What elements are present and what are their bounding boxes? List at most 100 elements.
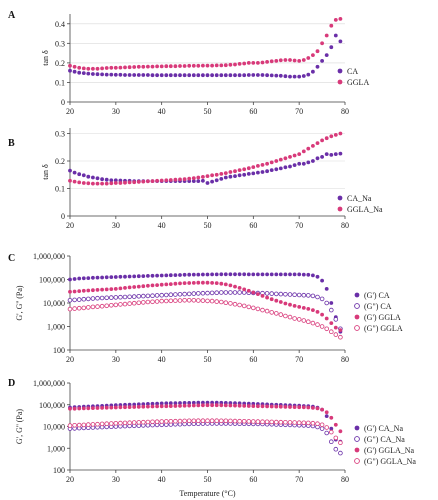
data-point (329, 321, 334, 325)
data-point (288, 155, 292, 159)
data-point (228, 174, 233, 179)
data-point (81, 71, 86, 75)
data-point (256, 61, 260, 65)
legend-label: (G') CA (364, 291, 390, 300)
data-point (310, 320, 316, 326)
data-point (283, 74, 288, 79)
data-point (127, 301, 132, 306)
data-point (237, 418, 242, 424)
data-point (100, 275, 104, 280)
data-point (301, 318, 307, 323)
legend-entry-D-3: (G") GGLA_Na (354, 457, 416, 466)
y-tick-label: 0 (61, 98, 65, 107)
x-tick-label: 80 (341, 475, 349, 484)
data-point (177, 418, 183, 424)
data-point (233, 284, 237, 289)
data-point (68, 178, 72, 183)
legend-entry-C-1: (G") CA (354, 302, 392, 311)
data-point (86, 181, 91, 186)
data-point (305, 319, 311, 325)
data-point (223, 418, 229, 424)
data-point (301, 306, 306, 310)
data-point (260, 419, 265, 425)
data-point (150, 283, 155, 288)
data-point (91, 72, 95, 76)
data-point (81, 422, 87, 428)
data-point (186, 418, 192, 424)
data-point (76, 305, 82, 311)
x-tick-label: 40 (158, 355, 166, 364)
data-point (118, 65, 123, 70)
data-point (315, 322, 320, 327)
data-point (131, 300, 137, 306)
data-point (269, 310, 275, 315)
data-point (274, 167, 279, 172)
data-point (219, 172, 224, 176)
data-point (283, 272, 288, 277)
data-point (333, 33, 338, 38)
data-point (91, 175, 95, 180)
data-point (113, 65, 118, 70)
data-point (164, 273, 169, 278)
data-point (145, 419, 151, 425)
legend-marker (354, 458, 360, 464)
data-point (178, 64, 182, 68)
data-point (182, 418, 187, 424)
data-point (260, 73, 265, 77)
data-point (329, 45, 334, 50)
data-point (136, 300, 142, 306)
legend-marker (337, 206, 343, 212)
data-point (86, 66, 91, 71)
data-point (150, 179, 155, 184)
data-point (196, 298, 201, 303)
data-point (191, 291, 197, 296)
data-point (205, 290, 210, 296)
data-point (333, 332, 339, 337)
x-tick-label: 70 (295, 107, 303, 116)
data-point (136, 402, 141, 407)
data-point (296, 420, 302, 426)
y-tick-label: 10,000 (43, 423, 65, 432)
legend-entry-B-0: CA_Na (337, 194, 372, 203)
data-point (214, 299, 220, 304)
data-point (305, 293, 311, 298)
data-point (237, 290, 242, 295)
data-point (182, 281, 187, 285)
x-tick-label: 60 (249, 475, 257, 484)
data-point (223, 290, 229, 295)
data-point (210, 281, 215, 285)
data-point (320, 407, 324, 412)
data-point (265, 169, 269, 174)
data-point (201, 63, 205, 68)
y-axis-title: G', G'' (Pa) (15, 409, 24, 445)
data-point (297, 405, 302, 410)
data-point (104, 405, 109, 410)
legend-entry-C-0: (G') CA (354, 291, 390, 300)
data-point (113, 302, 119, 308)
data-point (333, 317, 339, 322)
data-point (182, 64, 187, 68)
data-point (246, 288, 251, 293)
y-tick-label: 0.3 (55, 130, 65, 139)
data-point (95, 421, 100, 427)
data-point (306, 56, 311, 60)
data-point (177, 298, 183, 303)
y-tick-label: 1,000 (47, 323, 65, 332)
data-point (214, 418, 220, 424)
data-point (246, 166, 251, 171)
series-A-1 (68, 17, 343, 71)
data-point (301, 272, 306, 277)
data-point (338, 151, 343, 156)
data-point (319, 324, 325, 329)
data-point (132, 73, 137, 77)
data-point (315, 274, 320, 279)
data-point (109, 181, 114, 186)
data-point (209, 290, 215, 296)
data-point (168, 292, 174, 298)
data-point (77, 172, 82, 177)
data-point (324, 326, 330, 332)
data-point (278, 404, 283, 409)
x-tick-label: 60 (249, 355, 257, 364)
data-point (104, 181, 109, 186)
data-point (178, 73, 182, 78)
